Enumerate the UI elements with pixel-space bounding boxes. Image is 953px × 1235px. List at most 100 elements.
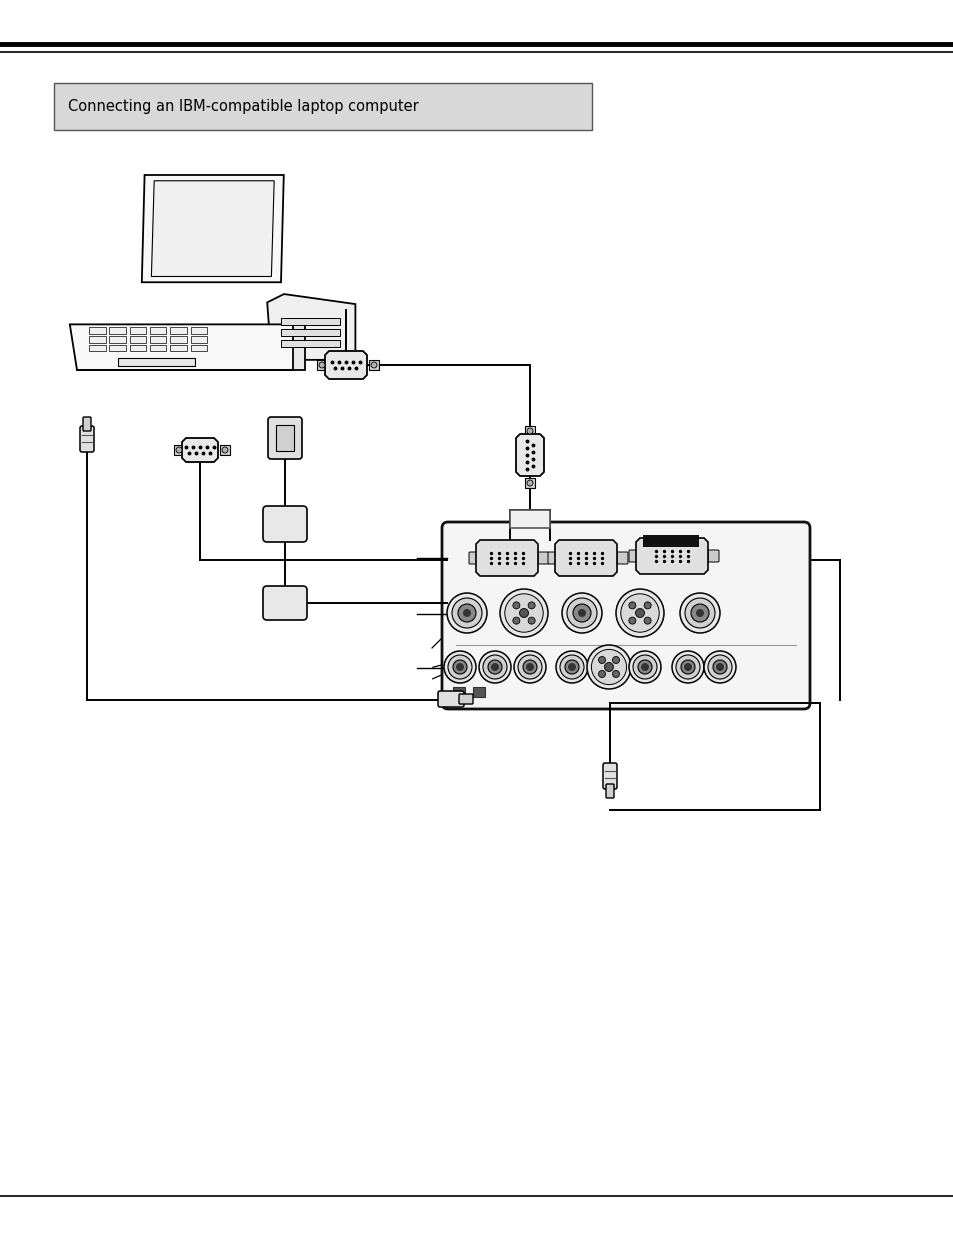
- Bar: [89, 345, 106, 352]
- Bar: [110, 345, 126, 352]
- FancyBboxPatch shape: [458, 694, 473, 704]
- Circle shape: [453, 659, 467, 674]
- Circle shape: [620, 594, 659, 632]
- Circle shape: [462, 609, 471, 618]
- Bar: [316, 359, 327, 370]
- Bar: [130, 336, 146, 342]
- Bar: [117, 358, 194, 366]
- Circle shape: [671, 651, 703, 683]
- Polygon shape: [510, 510, 550, 529]
- Circle shape: [556, 651, 587, 683]
- Polygon shape: [293, 325, 305, 370]
- Circle shape: [578, 609, 585, 618]
- Polygon shape: [516, 433, 543, 475]
- Circle shape: [616, 589, 663, 637]
- Polygon shape: [636, 538, 707, 574]
- Circle shape: [559, 655, 583, 679]
- Circle shape: [513, 618, 519, 624]
- Bar: [191, 336, 207, 342]
- Circle shape: [716, 663, 723, 671]
- Circle shape: [499, 589, 547, 637]
- Circle shape: [513, 601, 519, 609]
- Polygon shape: [476, 540, 537, 576]
- Bar: [110, 327, 126, 333]
- Circle shape: [566, 598, 597, 629]
- Circle shape: [643, 601, 651, 609]
- FancyBboxPatch shape: [83, 417, 91, 431]
- FancyBboxPatch shape: [80, 426, 94, 452]
- Circle shape: [680, 659, 695, 674]
- Circle shape: [707, 655, 731, 679]
- Circle shape: [528, 601, 535, 609]
- FancyBboxPatch shape: [275, 425, 294, 451]
- Circle shape: [222, 447, 228, 453]
- Circle shape: [598, 657, 605, 663]
- Polygon shape: [182, 438, 218, 462]
- Circle shape: [591, 650, 626, 684]
- Bar: [281, 341, 340, 347]
- FancyBboxPatch shape: [268, 417, 302, 459]
- Bar: [473, 687, 484, 697]
- Bar: [191, 327, 207, 333]
- FancyBboxPatch shape: [263, 585, 307, 620]
- Circle shape: [690, 604, 708, 622]
- FancyBboxPatch shape: [617, 552, 627, 564]
- Circle shape: [525, 663, 534, 671]
- Circle shape: [567, 663, 576, 671]
- Circle shape: [612, 657, 618, 663]
- Circle shape: [640, 663, 648, 671]
- Bar: [110, 336, 126, 342]
- Polygon shape: [70, 325, 305, 370]
- Bar: [89, 327, 106, 333]
- Circle shape: [628, 601, 636, 609]
- Bar: [281, 330, 340, 336]
- Bar: [130, 345, 146, 352]
- Circle shape: [635, 609, 644, 618]
- Polygon shape: [325, 351, 367, 379]
- Polygon shape: [142, 175, 283, 283]
- Text: Connecting an IBM-compatible laptop computer: Connecting an IBM-compatible laptop comp…: [68, 100, 418, 115]
- FancyBboxPatch shape: [437, 692, 463, 706]
- Polygon shape: [152, 180, 274, 277]
- Bar: [150, 327, 166, 333]
- Circle shape: [604, 662, 613, 672]
- Circle shape: [528, 618, 535, 624]
- Circle shape: [703, 651, 735, 683]
- Circle shape: [598, 671, 605, 678]
- Circle shape: [612, 671, 618, 678]
- Circle shape: [683, 663, 691, 671]
- FancyBboxPatch shape: [707, 550, 719, 562]
- Circle shape: [628, 651, 660, 683]
- Bar: [220, 445, 230, 454]
- Bar: [170, 336, 187, 342]
- Polygon shape: [555, 540, 617, 576]
- Circle shape: [443, 651, 476, 683]
- FancyBboxPatch shape: [628, 550, 639, 562]
- Circle shape: [573, 604, 590, 622]
- Bar: [150, 345, 166, 352]
- FancyBboxPatch shape: [263, 506, 307, 542]
- Circle shape: [175, 447, 182, 453]
- Circle shape: [638, 659, 651, 674]
- Circle shape: [519, 609, 528, 618]
- Circle shape: [456, 663, 463, 671]
- Circle shape: [696, 609, 703, 618]
- Circle shape: [526, 480, 533, 487]
- Circle shape: [517, 655, 541, 679]
- FancyBboxPatch shape: [537, 552, 548, 564]
- Circle shape: [643, 618, 651, 624]
- Circle shape: [526, 429, 533, 433]
- FancyBboxPatch shape: [441, 522, 809, 709]
- FancyBboxPatch shape: [602, 763, 617, 789]
- Circle shape: [684, 598, 714, 629]
- Bar: [281, 319, 340, 325]
- FancyBboxPatch shape: [605, 784, 614, 798]
- Bar: [173, 445, 184, 454]
- Circle shape: [679, 593, 720, 634]
- FancyBboxPatch shape: [547, 552, 558, 564]
- Circle shape: [504, 594, 542, 632]
- Circle shape: [478, 651, 511, 683]
- Bar: [369, 359, 378, 370]
- Circle shape: [491, 663, 498, 671]
- Circle shape: [447, 593, 486, 634]
